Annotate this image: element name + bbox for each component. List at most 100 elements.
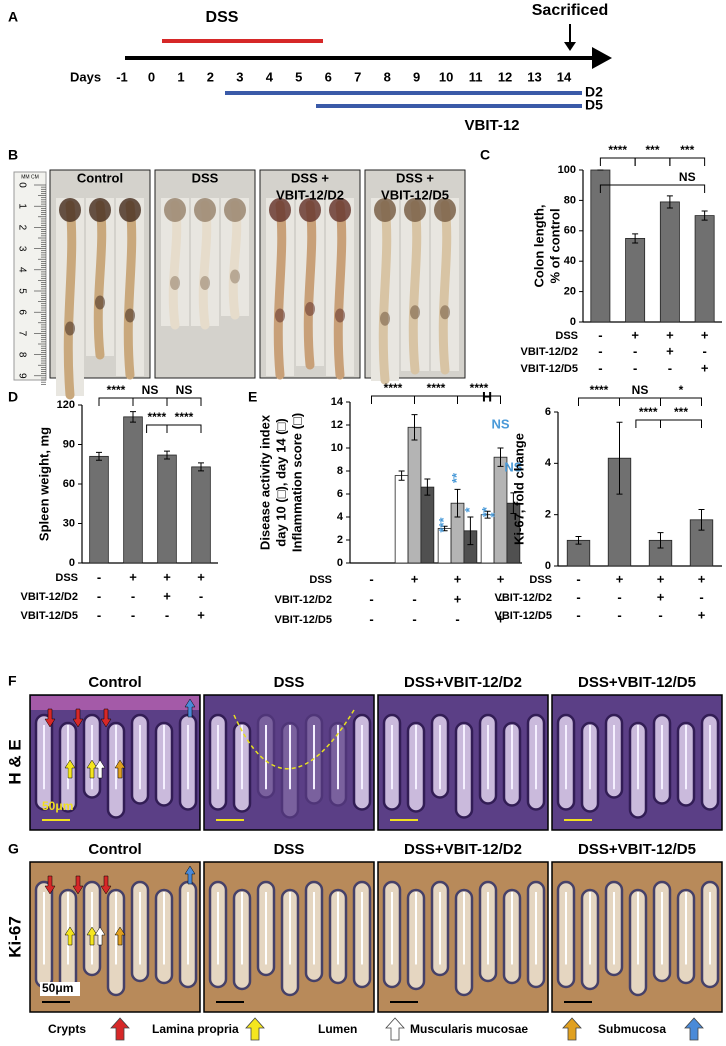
cecum <box>374 198 396 222</box>
condition-mark: + <box>657 571 665 586</box>
marker-arrow <box>72 708 84 728</box>
legend-swatch <box>684 1017 704 1041</box>
y-tick-label: 60 <box>63 478 75 490</box>
marker-arrow <box>64 926 76 946</box>
cecum <box>269 198 291 222</box>
significance-label: NS <box>504 459 522 474</box>
stool <box>380 311 390 326</box>
ruler-number: 0 <box>16 182 27 188</box>
marker-arrow <box>64 759 76 779</box>
sacrificed-arrowhead <box>564 42 576 51</box>
significance-label: NS <box>491 416 509 431</box>
bar <box>437 528 452 564</box>
significance-label: **** <box>608 143 627 157</box>
error-bar <box>616 421 623 495</box>
significance-bracket <box>599 157 636 166</box>
condition-label: DSS <box>309 574 332 586</box>
day-label: 13 <box>527 69 541 84</box>
y-axis-label: Spleen weight, mg <box>36 427 51 541</box>
lesion-outline <box>233 709 355 770</box>
ruler-number: 5 <box>16 288 27 294</box>
significance-bracket <box>635 419 661 428</box>
bar <box>659 201 680 323</box>
marker-arrow <box>184 865 196 885</box>
d5-label: D5 <box>585 97 603 113</box>
stool <box>230 269 240 284</box>
marker-arrow <box>114 759 126 779</box>
cecum <box>224 198 246 222</box>
day-label: 7 <box>354 69 361 84</box>
bar <box>157 454 177 564</box>
marker-arrow <box>114 926 126 946</box>
stool <box>95 295 105 310</box>
significance-label: *** <box>645 143 659 157</box>
bar <box>420 486 435 564</box>
legend-swatch <box>562 1017 582 1041</box>
ruler-number: 8 <box>16 352 27 358</box>
y-tick-label: 12 <box>331 419 343 431</box>
significance-bracket <box>371 395 415 404</box>
days-label: Days <box>70 69 101 84</box>
group-label: DSS+VBIT-12/D5 <box>578 674 696 691</box>
condition-mark: - <box>699 589 703 604</box>
significance-label: NS <box>176 383 193 397</box>
day-label: 11 <box>469 69 483 84</box>
group-label: VBIT-12/D2 <box>276 187 344 202</box>
significance-label: **** <box>384 381 403 395</box>
y-tick-label: 0 <box>570 316 576 328</box>
significance-bracket <box>132 397 168 406</box>
stool <box>440 305 450 320</box>
y-tick-label: 4 <box>337 511 344 523</box>
bar <box>625 237 646 323</box>
significance-label: ** <box>479 506 494 517</box>
condition-mark: + <box>197 607 205 622</box>
cecum <box>329 198 351 222</box>
error-bar <box>96 451 102 461</box>
significance-label: *** <box>674 405 688 419</box>
condition-mark: - <box>633 360 637 375</box>
day-label: 9 <box>413 69 420 84</box>
condition-label: VBIT-12/D5 <box>21 610 78 622</box>
ruler-number: 9 <box>16 373 27 379</box>
colon <box>123 200 137 380</box>
condition-mark: - <box>617 607 621 622</box>
day-label: 10 <box>439 69 453 84</box>
group-label: DSS + <box>396 170 434 185</box>
condition-mark: + <box>163 569 171 584</box>
y-axis-label: day 10 (□), day 14 (□) <box>273 418 288 546</box>
condition-mark: + <box>666 327 674 342</box>
panel-letter: H <box>482 389 492 405</box>
condition-mark: - <box>97 607 101 622</box>
significance-bracket <box>166 397 202 406</box>
scale-label: 50μm <box>42 981 73 995</box>
condition-label: VBIT-12/D5 <box>495 610 552 622</box>
group-label: Control <box>88 674 141 691</box>
y-axis-label: Colon length, <box>531 204 546 287</box>
condition-mark: - <box>97 588 101 603</box>
y-tick-label: 8 <box>337 465 343 477</box>
condition-label: VBIT-12/D5 <box>275 614 332 626</box>
group-label: DSS+VBIT-12/D2 <box>404 841 522 858</box>
significance-label: ** <box>449 472 464 483</box>
condition-mark: - <box>97 569 101 584</box>
condition-mark: + <box>411 571 419 586</box>
group-label: DSS <box>274 674 305 691</box>
significance-bracket <box>634 157 671 166</box>
condition-mark: + <box>616 571 624 586</box>
significance-bracket <box>599 184 706 193</box>
condition-mark: - <box>455 611 459 626</box>
day-label: 5 <box>295 69 302 84</box>
condition-mark: - <box>131 588 135 603</box>
day-label: 2 <box>207 69 214 84</box>
error-bar <box>424 478 431 496</box>
significance-bracket <box>660 419 702 428</box>
significance-label: * <box>679 383 684 397</box>
d2-label: D2 <box>585 84 603 100</box>
legend-label: Muscularis mucosae <box>410 1022 528 1036</box>
marker-arrow <box>94 759 106 779</box>
error-bar <box>698 509 705 531</box>
y-axis-label: % of control <box>547 208 562 283</box>
y-tick-label: 80 <box>564 194 576 206</box>
y-tick-label: 60 <box>564 225 576 237</box>
legend-label: Lumen <box>318 1022 357 1036</box>
